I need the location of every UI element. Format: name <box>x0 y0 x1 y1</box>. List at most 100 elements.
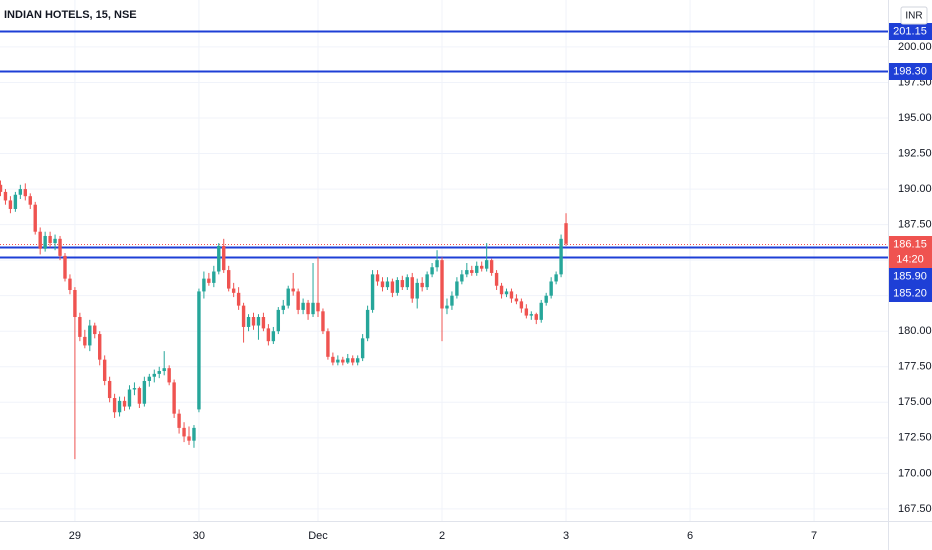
candle-body <box>226 270 231 289</box>
candle-body <box>316 302 320 312</box>
x-tick-label: 30 <box>193 530 205 542</box>
candle-body <box>484 260 489 269</box>
candle-body <box>435 260 439 268</box>
candle-body <box>425 274 429 288</box>
candle-body <box>177 413 181 428</box>
candle-body <box>93 325 97 335</box>
candle-body <box>395 280 400 293</box>
candle-body <box>559 238 563 275</box>
currency-box[interactable] <box>900 6 928 25</box>
candle-body <box>266 328 271 342</box>
candle-body <box>246 317 251 327</box>
candle-body <box>504 291 509 295</box>
candle-body <box>544 295 548 303</box>
candle-body <box>18 189 23 195</box>
candle-body <box>460 274 464 282</box>
candle-body <box>112 398 117 413</box>
candle-body <box>321 311 325 332</box>
candle-body <box>445 305 449 309</box>
candle-body <box>420 282 424 288</box>
y-tick-label: 175.00 <box>898 396 932 408</box>
candle-body <box>172 382 176 414</box>
y-tick-label: 180.00 <box>898 325 932 337</box>
candle-body <box>182 427 186 437</box>
candle-body <box>470 270 474 273</box>
price-label: 201.15 <box>893 25 927 37</box>
candle-body <box>222 245 226 271</box>
chart-title: INDIAN HOTELS, 15, NSE <box>4 9 137 21</box>
candle-body <box>152 373 156 377</box>
candle-body <box>38 231 42 249</box>
candle-body <box>236 292 241 306</box>
candle-body <box>375 274 380 282</box>
candle-body <box>326 331 330 357</box>
candle-body <box>494 272 499 286</box>
candle-body <box>192 427 196 441</box>
candle-body <box>529 314 534 316</box>
price-label: 185.90 <box>893 270 927 282</box>
candle-body <box>207 278 211 283</box>
price-label-box <box>889 23 932 40</box>
candle-body <box>187 436 191 441</box>
candle-body <box>336 359 340 363</box>
candle-body <box>351 358 355 363</box>
y-tick-label: 192.50 <box>898 147 932 159</box>
candle-body <box>380 281 385 288</box>
price-label-box <box>889 285 932 302</box>
candle-body <box>301 302 305 310</box>
candle-body <box>63 255 67 279</box>
price-label: 198.30 <box>893 65 927 77</box>
y-tick-label: 190.00 <box>898 183 932 195</box>
candle-body <box>73 289 77 318</box>
candle-body <box>142 380 147 404</box>
candle-body <box>554 274 558 282</box>
last-price-box <box>889 236 932 268</box>
candle-body <box>197 291 201 410</box>
candle-body <box>281 305 285 310</box>
candle-body <box>346 358 350 363</box>
candle-body <box>286 288 290 306</box>
candle-body <box>241 305 246 327</box>
y-tick-label: 200.00 <box>898 41 932 53</box>
price-label-box <box>889 63 932 80</box>
x-tick-label: 29 <box>69 530 81 542</box>
currency-label[interactable]: INR <box>905 11 922 22</box>
candle-body <box>475 265 479 273</box>
candle-body <box>519 301 524 309</box>
candle-body <box>132 388 137 390</box>
candle-body <box>465 270 469 275</box>
x-tick-label: 7 <box>811 530 817 542</box>
candle-body <box>271 331 276 342</box>
candle-body <box>102 359 107 381</box>
candle-body <box>539 302 543 320</box>
candle-body <box>360 338 365 359</box>
candle-body <box>162 368 166 372</box>
candle-body <box>509 291 514 299</box>
candle-body <box>405 277 409 288</box>
candle-body <box>400 280 405 288</box>
candle-body <box>549 281 553 296</box>
candle-body <box>480 265 484 269</box>
y-tick-label: 170.00 <box>898 467 932 479</box>
candle-body <box>107 380 112 399</box>
candle-body <box>157 371 161 374</box>
candle-body <box>98 334 102 360</box>
candle-body <box>53 238 57 244</box>
candle-body <box>365 309 370 339</box>
candle-body <box>147 376 152 381</box>
candle-body <box>415 282 419 299</box>
candle-body <box>291 288 295 292</box>
candle-body <box>489 260 494 273</box>
candle-body <box>534 314 538 320</box>
candle-body <box>117 400 122 413</box>
candle-body <box>341 359 345 363</box>
candle-body <box>68 278 72 290</box>
candle-body <box>276 309 281 332</box>
y-tick-label: 187.50 <box>898 219 932 231</box>
candle-body <box>514 298 519 302</box>
candle-body <box>217 245 221 272</box>
price-label: 185.20 <box>893 287 927 299</box>
candle-body <box>3 191 8 201</box>
candle-body <box>450 295 454 306</box>
